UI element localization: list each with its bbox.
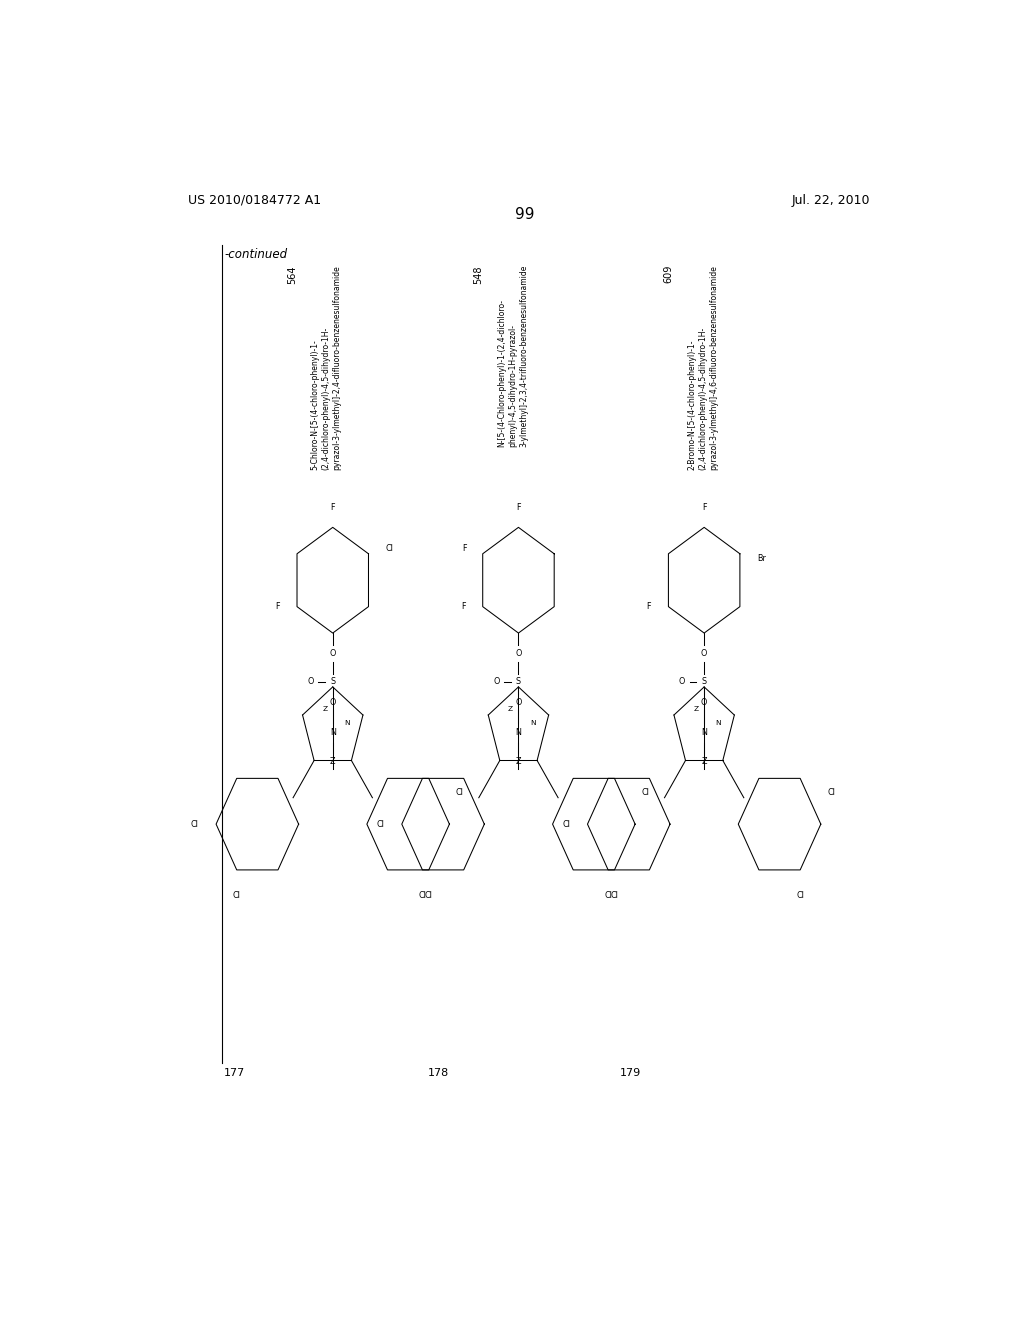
Text: Cl: Cl bbox=[425, 891, 433, 900]
Text: Z: Z bbox=[330, 756, 336, 766]
Text: O: O bbox=[330, 698, 336, 706]
Text: N: N bbox=[716, 719, 721, 726]
Text: F: F bbox=[331, 503, 335, 512]
Text: Cl: Cl bbox=[232, 891, 241, 900]
Text: 2-Bromo-N-[5-(4-chloro-phenyl)-1-
(2,4-dichloro-phenyl)-4,5-dihydro-1H-
pyrazol-: 2-Bromo-N-[5-(4-chloro-phenyl)-1- (2,4-d… bbox=[687, 265, 719, 470]
Text: N: N bbox=[530, 719, 536, 726]
Text: O: O bbox=[330, 649, 336, 657]
Text: F: F bbox=[646, 602, 651, 611]
Text: Cl: Cl bbox=[386, 544, 394, 553]
Text: F: F bbox=[701, 503, 707, 512]
Text: O: O bbox=[515, 649, 521, 657]
Text: Cl: Cl bbox=[419, 891, 426, 900]
Text: Cl: Cl bbox=[604, 891, 612, 900]
Text: 5-Chloro-N-[5-(4-chloro-phenyl)-1-
(2,4-dichloro-phenyl)-4,5-dihydro-1H-
pyrazol: 5-Chloro-N-[5-(4-chloro-phenyl)-1- (2,4-… bbox=[310, 265, 342, 470]
Text: N: N bbox=[344, 719, 350, 726]
Text: Z: Z bbox=[508, 706, 513, 713]
Text: N: N bbox=[515, 729, 521, 737]
Text: 609: 609 bbox=[664, 265, 674, 284]
Text: Cl: Cl bbox=[797, 891, 804, 900]
Text: F: F bbox=[461, 602, 465, 611]
Text: O: O bbox=[307, 677, 313, 686]
Text: F: F bbox=[275, 602, 280, 611]
Text: O: O bbox=[701, 698, 708, 706]
Text: US 2010/0184772 A1: US 2010/0184772 A1 bbox=[187, 194, 321, 207]
Text: O: O bbox=[493, 677, 500, 686]
Text: S: S bbox=[330, 677, 335, 686]
Text: 178: 178 bbox=[428, 1068, 450, 1078]
Text: Z: Z bbox=[701, 756, 707, 766]
Text: 564: 564 bbox=[287, 265, 297, 284]
Text: S: S bbox=[701, 677, 707, 686]
Text: Cl: Cl bbox=[562, 820, 570, 829]
Text: Cl: Cl bbox=[456, 788, 464, 797]
Text: 177: 177 bbox=[224, 1068, 246, 1078]
Text: N: N bbox=[701, 729, 708, 737]
Text: F: F bbox=[516, 503, 520, 512]
Text: Z: Z bbox=[323, 706, 328, 713]
Text: N-[5-(4-Chloro-phenyl)-1-(2,4-dichloro-
phenyl)-4,5-dihydro-1H-pyrazol-
3-ylmeth: N-[5-(4-Chloro-phenyl)-1-(2,4-dichloro- … bbox=[497, 265, 528, 447]
Text: O: O bbox=[679, 677, 685, 686]
Text: Cl: Cl bbox=[190, 820, 199, 829]
Text: O: O bbox=[515, 698, 521, 706]
Text: S: S bbox=[516, 677, 521, 686]
Text: Br: Br bbox=[758, 554, 766, 564]
Text: F: F bbox=[463, 544, 467, 553]
Text: 99: 99 bbox=[515, 207, 535, 222]
Text: Cl: Cl bbox=[641, 788, 649, 797]
Text: Cl: Cl bbox=[610, 891, 618, 900]
Text: Jul. 22, 2010: Jul. 22, 2010 bbox=[792, 194, 870, 207]
Text: 179: 179 bbox=[620, 1068, 641, 1078]
Text: Cl: Cl bbox=[827, 788, 835, 797]
Text: 548: 548 bbox=[473, 265, 483, 284]
Text: N: N bbox=[330, 729, 336, 737]
Text: Cl: Cl bbox=[377, 820, 384, 829]
Text: O: O bbox=[701, 649, 708, 657]
Text: Z: Z bbox=[693, 706, 698, 713]
Text: -continued: -continued bbox=[225, 248, 288, 261]
Text: Z: Z bbox=[516, 756, 521, 766]
